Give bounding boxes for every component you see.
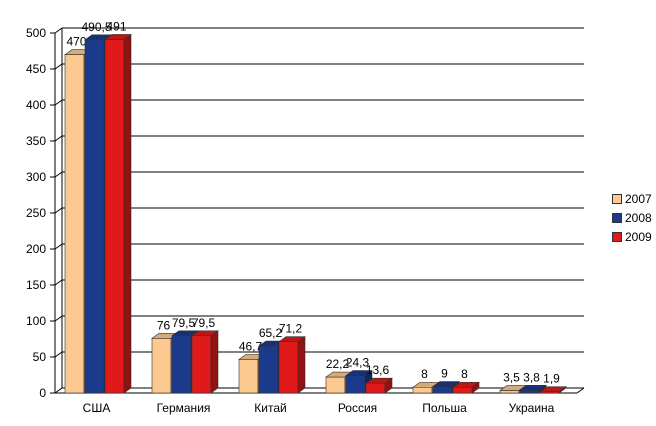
bar-3-2-side	[384, 377, 393, 394]
bar-3-1	[345, 375, 366, 394]
bar-4-2	[452, 386, 473, 394]
data-label-5-1: 3,8	[523, 370, 540, 384]
bar-4-1	[432, 386, 453, 394]
bar-1-2	[191, 335, 212, 394]
data-label-5-2: 1,9	[543, 372, 560, 386]
legend-item-2: 2009	[612, 230, 652, 249]
bar-2-2	[278, 341, 299, 394]
y-tick-label-10: 500	[26, 26, 46, 40]
gridline-connector-7	[54, 135, 63, 142]
gridline-connector-4	[54, 243, 63, 250]
y-tick-label-5: 250	[26, 206, 46, 220]
legend-swatch-1	[612, 212, 622, 223]
data-label-3-1: 24,3	[346, 356, 370, 370]
x-tick-label-5: Украина	[509, 401, 555, 415]
y-tick-label-2: 100	[26, 314, 46, 328]
bar-5-1	[519, 389, 540, 394]
gridline-connector-2	[54, 315, 63, 322]
gridline-connector-5	[54, 207, 63, 214]
data-label-4-1: 9	[441, 367, 448, 381]
gridline-connector-0	[54, 387, 63, 394]
data-label-1-0: 76	[157, 318, 171, 332]
data-label-1-2: 79,5	[192, 316, 216, 330]
legend-item-0: 2007	[612, 192, 652, 211]
gridline-connector-8	[54, 99, 63, 106]
gridline-connector-3	[54, 279, 63, 286]
bar-0-2	[104, 39, 125, 394]
data-label-0-1: 490,5	[81, 20, 111, 34]
gridline-connector-6	[54, 171, 63, 178]
bar-1-0	[151, 337, 172, 394]
data-label-2-0: 46,7	[239, 339, 263, 353]
legend-swatch-2	[612, 231, 622, 242]
bar-2-2-side	[297, 336, 306, 394]
x-tick-label-2: Китай	[254, 401, 286, 415]
gridline-connector-10	[54, 27, 63, 34]
data-label-4-2: 8	[461, 367, 468, 381]
legend-label-1: 2008	[625, 211, 652, 225]
gridline-connector-1	[54, 351, 63, 358]
bar-2-1	[258, 345, 279, 394]
y-tick-label-1: 50	[33, 350, 47, 364]
data-label-2-2: 71,2	[279, 322, 303, 336]
data-label-2-1: 65,2	[259, 326, 283, 340]
y-tick-label-8: 400	[26, 98, 46, 112]
bar-1-1	[171, 335, 192, 394]
bar-0-1	[84, 39, 105, 394]
legend: 2007 2008 2009	[612, 192, 652, 249]
legend-label-2: 2009	[625, 230, 652, 244]
y-tick-label-7: 350	[26, 134, 46, 148]
bar-0-2-side	[123, 33, 132, 394]
y-tick-label-4: 200	[26, 242, 46, 256]
bar-3-0	[325, 376, 346, 394]
y-tick-label-0: 0	[39, 386, 46, 400]
y-tick-label-6: 300	[26, 170, 46, 184]
data-label-0-0: 470	[66, 35, 86, 49]
data-label-5-0: 3,5	[503, 370, 520, 384]
data-label-0-2: 491	[106, 19, 126, 33]
x-tick-label-3: Россия	[338, 401, 377, 415]
gridline-connector-9	[54, 63, 63, 70]
bar-5-0	[499, 390, 520, 394]
bar-5-2-side	[558, 386, 567, 394]
bar-0-0	[64, 54, 85, 394]
bar-3-2	[365, 382, 386, 394]
data-label-3-0: 22,2	[326, 357, 350, 371]
legend-swatch-0	[612, 193, 622, 204]
data-label-3-2: 13,6	[366, 363, 390, 377]
bar-2-0	[238, 359, 259, 394]
bar-4-0	[412, 386, 433, 394]
legend-item-1: 2008	[612, 211, 652, 230]
y-tick-label-9: 450	[26, 62, 46, 76]
x-tick-label-4: Польша	[422, 401, 467, 415]
data-label-1-1: 79,5	[172, 316, 196, 330]
y-tick-label-3: 150	[26, 278, 46, 292]
data-label-4-0: 8	[421, 367, 428, 381]
x-tick-label-1: Германия	[157, 401, 211, 415]
legend-label-0: 2007	[625, 192, 652, 206]
bar-4-2-side	[471, 381, 480, 394]
floor-edge	[576, 387, 585, 394]
x-tick-label-0: США	[83, 401, 111, 415]
bar-1-2-side	[210, 330, 219, 394]
